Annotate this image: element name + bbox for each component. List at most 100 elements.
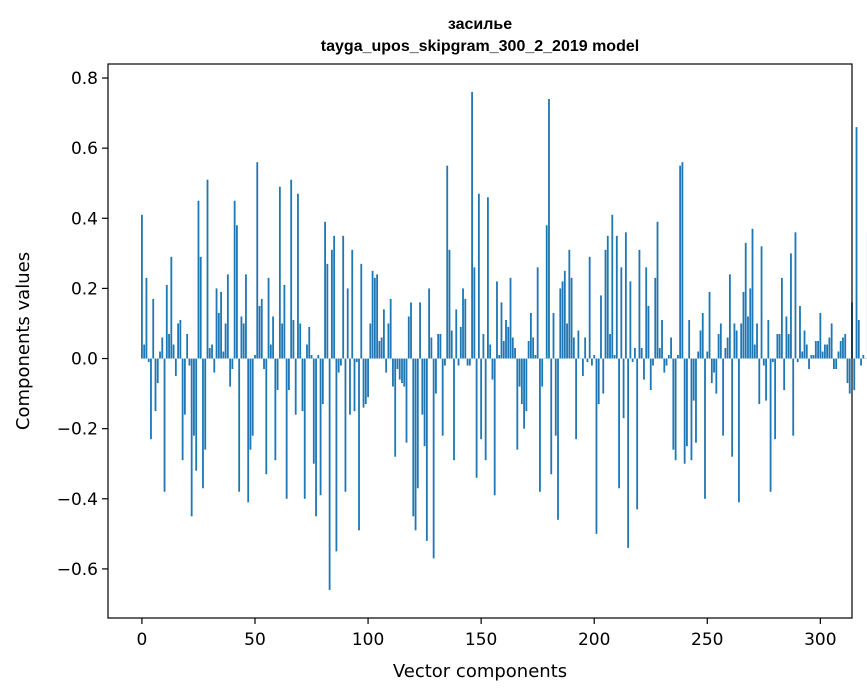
- bar-34: [217, 312, 220, 359]
- bar-113: [396, 358, 399, 370]
- bar-287: [790, 253, 792, 359]
- bar-88: [340, 358, 342, 366]
- bar-286: [787, 333, 790, 359]
- bar-71: [301, 358, 304, 412]
- bar-67: [292, 319, 295, 359]
- bar-128: [430, 337, 433, 359]
- x-tick-label: 0: [137, 630, 148, 650]
- bar-229: [658, 348, 661, 359]
- x-axis-label: Vector components: [393, 661, 567, 682]
- bar-48: [249, 358, 252, 450]
- bar-227: [654, 277, 657, 359]
- bar-42: [236, 225, 238, 359]
- bar-50: [254, 355, 256, 359]
- bar-186: [561, 281, 564, 359]
- bar-123: [419, 302, 421, 359]
- bar-289: [794, 232, 797, 359]
- bar-109: [387, 323, 390, 359]
- bar-55: [265, 358, 268, 475]
- chart-subtitle: tayga_upos_skipgram_300_2_2019 model: [321, 38, 639, 55]
- bar-80: [321, 358, 324, 405]
- bar-12: [168, 333, 170, 359]
- bar-39: [229, 358, 232, 387]
- bar-147: [473, 267, 476, 359]
- bar-1: [143, 344, 146, 359]
- bar-8: [159, 351, 161, 359]
- bar-149: [477, 193, 480, 359]
- bar-259: [726, 337, 729, 359]
- bar-166: [516, 358, 519, 450]
- bar-294: [805, 344, 808, 359]
- bar-176: [539, 358, 541, 492]
- bar-151: [482, 333, 485, 359]
- bar-180: [548, 99, 550, 359]
- chart-title: засилье: [448, 16, 512, 33]
- bar-25: [197, 200, 200, 359]
- bar-295: [808, 358, 810, 370]
- bar-81: [324, 221, 326, 359]
- y-tick-label: −0.6: [57, 560, 98, 580]
- bar-313: [848, 358, 851, 394]
- bar-107: [382, 309, 385, 359]
- bar-75: [310, 355, 313, 359]
- bar-171: [527, 341, 530, 359]
- bar-285: [785, 316, 788, 359]
- bar-284: [783, 358, 786, 391]
- bar-59: [274, 358, 277, 461]
- bar-238: [679, 165, 682, 359]
- bar-74: [308, 326, 311, 359]
- bar-118: [407, 316, 410, 359]
- bar-214: [624, 232, 627, 359]
- bar-124: [421, 358, 424, 415]
- bar-192: [575, 358, 578, 440]
- bar-125: [423, 358, 426, 447]
- bar-177: [541, 358, 544, 387]
- bar-308: [837, 351, 840, 359]
- bar-278: [769, 358, 772, 492]
- bar-291: [799, 305, 801, 359]
- bar-191: [572, 337, 575, 359]
- bar-168: [520, 358, 523, 405]
- bar-18: [181, 358, 184, 461]
- bar-304: [828, 337, 831, 359]
- bar-316: [855, 127, 858, 359]
- bar-92: [349, 358, 351, 415]
- y-tick-label: 0.0: [71, 350, 98, 370]
- bar-221: [640, 348, 643, 359]
- bar-19: [183, 358, 186, 415]
- bar-239: [681, 162, 684, 359]
- bar-301: [821, 351, 824, 359]
- bar-232: [665, 358, 668, 366]
- bar-174: [534, 355, 537, 359]
- bar-139: [455, 309, 458, 359]
- bar-231: [663, 358, 666, 373]
- bar-41: [233, 200, 236, 359]
- bar-87: [337, 358, 340, 373]
- bar-309: [839, 341, 842, 359]
- bar-27: [202, 358, 204, 489]
- bar-16: [177, 323, 180, 359]
- bar-145: [468, 358, 471, 366]
- bar-310: [842, 337, 844, 359]
- bar-297: [812, 355, 815, 359]
- bar-290: [796, 358, 799, 363]
- bar-262: [733, 323, 736, 359]
- bar-209: [613, 355, 616, 359]
- bar-260: [728, 274, 731, 359]
- bar-317: [857, 319, 860, 359]
- bar-30: [208, 348, 211, 359]
- bar-5: [152, 298, 155, 359]
- bar-44: [240, 316, 243, 359]
- bar-23: [193, 358, 195, 436]
- bar-150: [480, 358, 483, 440]
- y-tick-label: −0.4: [57, 490, 98, 510]
- bar-185: [559, 288, 562, 359]
- bar-302: [823, 344, 826, 359]
- bar-133: [441, 358, 444, 436]
- bar-61: [278, 186, 281, 359]
- bar-20: [186, 333, 189, 359]
- bar-271: [753, 344, 756, 359]
- bar-86: [335, 358, 338, 552]
- bar-65: [288, 358, 290, 391]
- bar-212: [620, 267, 623, 359]
